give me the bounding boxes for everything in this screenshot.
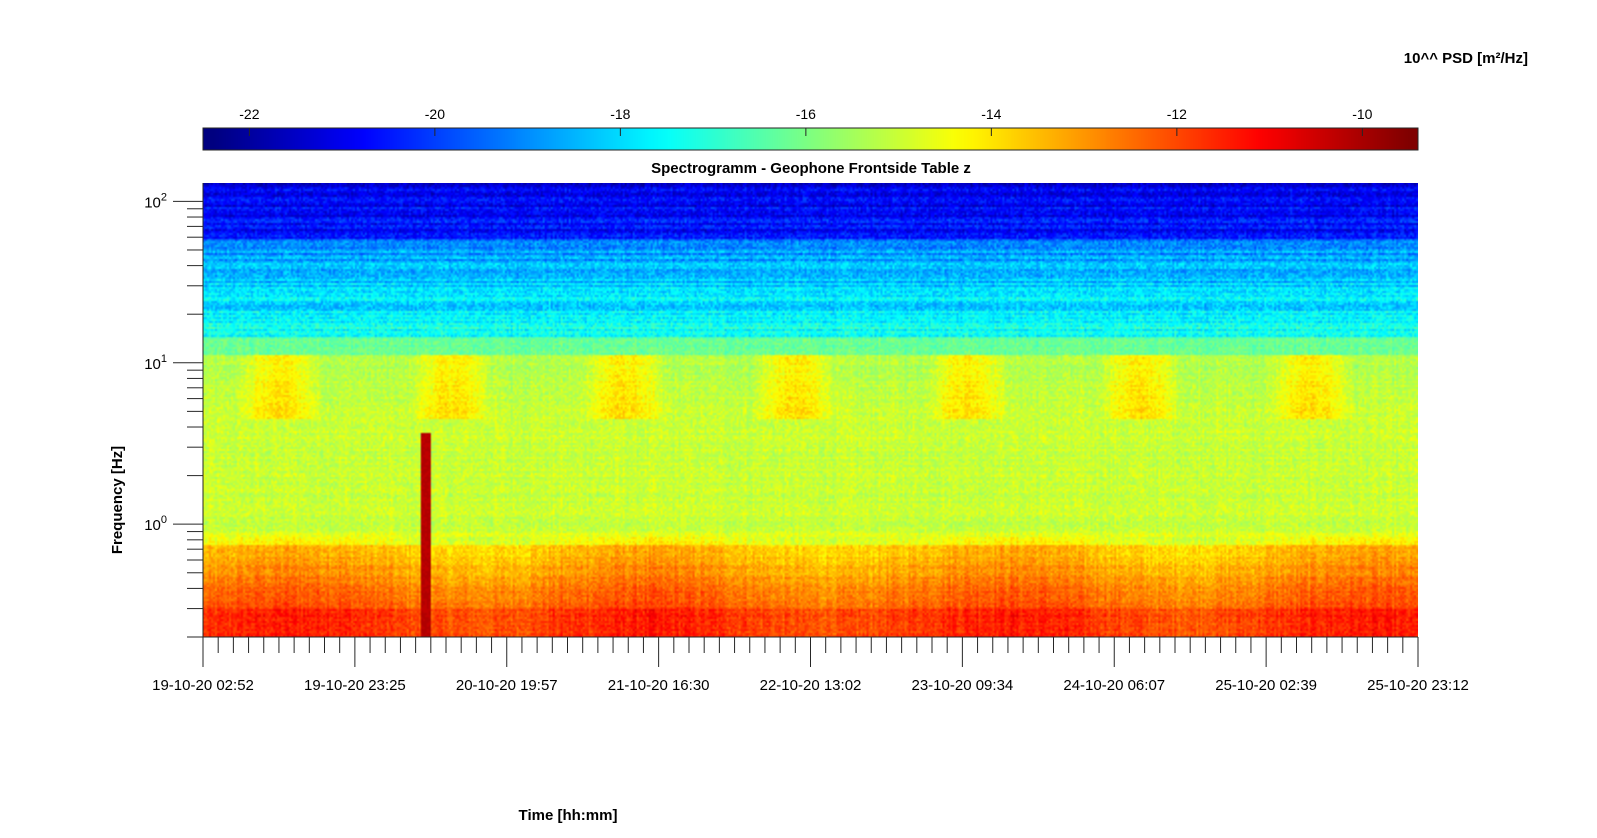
x-ticks: 19-10-20 02:52 19-10-20 23:25 20-10-20 19:… <box>152 637 1469 694</box>
x-tick-label: 19-10-20 23:25 <box>304 677 406 694</box>
colorbar-tick-label: -10 <box>1352 106 1372 122</box>
y-tick-exponent: 1 <box>161 353 167 365</box>
colorbar-ticks: -22 -20 -18 -16 -14 -12 -10 <box>239 106 1373 136</box>
chart-title: Spectrogramm - Geophone Frontside Table … <box>651 160 971 177</box>
y-tick-label: 101 <box>144 353 167 373</box>
x-tick-label: 24-10-20 06:07 <box>1063 677 1165 694</box>
colorbar: -22 -20 -18 -16 -14 -12 -10 <box>202 106 1419 151</box>
x-tick-label: 20-10-20 19:57 <box>456 677 558 694</box>
colorbar-tick-label: -18 <box>610 106 630 122</box>
x-tick-label: 21-10-20 16:30 <box>608 677 710 694</box>
colorbar-tick-label: -12 <box>1167 106 1187 122</box>
y-tick-base: 10 <box>144 517 161 534</box>
colorbar-tick-label: -14 <box>981 106 1001 122</box>
colorbar-frame <box>202 127 1419 151</box>
y-tick-base: 10 <box>144 194 161 211</box>
y-tick-exponent: 0 <box>161 514 167 526</box>
y-tick-base: 10 <box>144 356 161 373</box>
plot-area <box>203 183 1418 637</box>
y-tick-exponent: 2 <box>161 191 167 203</box>
x-axis-label: Time [hh:mm] <box>519 807 618 824</box>
x-tick-label: 25-10-20 02:39 <box>1215 677 1317 694</box>
x-tick-label: 25-10-20 23:12 <box>1367 677 1469 694</box>
x-tick-label: 19-10-20 02:52 <box>152 677 254 694</box>
y-tick-label: 102 <box>144 191 167 211</box>
colorbar-label: 10^^ PSD [m²/Hz] <box>1404 50 1528 67</box>
x-axis: 19-10-20 02:52 19-10-20 23:25 20-10-20 19:… <box>152 636 1469 694</box>
spectrogram-heatmap <box>203 183 1418 637</box>
x-tick-label: 23-10-20 09:34 <box>912 677 1014 694</box>
colorbar-gradient <box>203 128 1418 150</box>
colorbar-tick-label: -22 <box>239 106 259 122</box>
y-axis-label: Frequency [Hz] <box>109 446 126 554</box>
x-tick-label: 22-10-20 13:02 <box>760 677 862 694</box>
colorbar-tick-label: -20 <box>425 106 445 122</box>
colorbar-tick-label: -16 <box>796 106 816 122</box>
y-tick-label: 100 <box>144 514 167 534</box>
